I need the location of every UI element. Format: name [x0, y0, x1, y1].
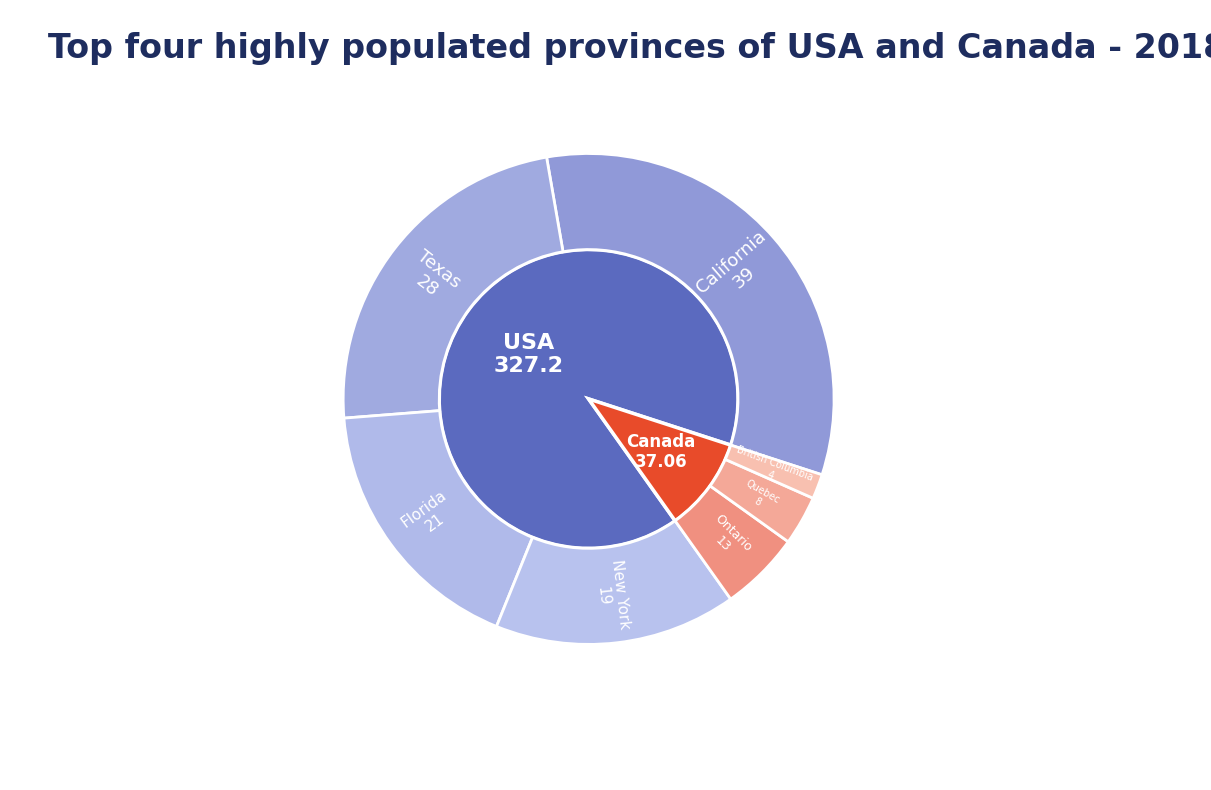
Text: Quebec
8: Quebec 8	[739, 478, 782, 516]
Text: California
39: California 39	[693, 227, 784, 312]
Text: Top four highly populated provinces of USA and Canada - 2018: Top four highly populated provinces of U…	[48, 32, 1211, 65]
Wedge shape	[546, 153, 834, 475]
Text: USA
327.2: USA 327.2	[493, 333, 563, 376]
Text: New York
19: New York 19	[591, 559, 632, 632]
Wedge shape	[710, 460, 813, 542]
Text: Florida
21: Florida 21	[398, 487, 460, 544]
Wedge shape	[725, 445, 822, 498]
Wedge shape	[344, 411, 533, 626]
Wedge shape	[440, 250, 737, 548]
Text: Texas
28: Texas 28	[401, 247, 464, 309]
Wedge shape	[675, 486, 788, 599]
Text: Ontario
13: Ontario 13	[701, 513, 754, 565]
Wedge shape	[497, 521, 730, 645]
Wedge shape	[343, 157, 563, 418]
Text: Canada
37.06: Canada 37.06	[626, 433, 695, 472]
Wedge shape	[589, 399, 730, 521]
Text: British Columbia
4: British Columbia 4	[731, 445, 815, 494]
